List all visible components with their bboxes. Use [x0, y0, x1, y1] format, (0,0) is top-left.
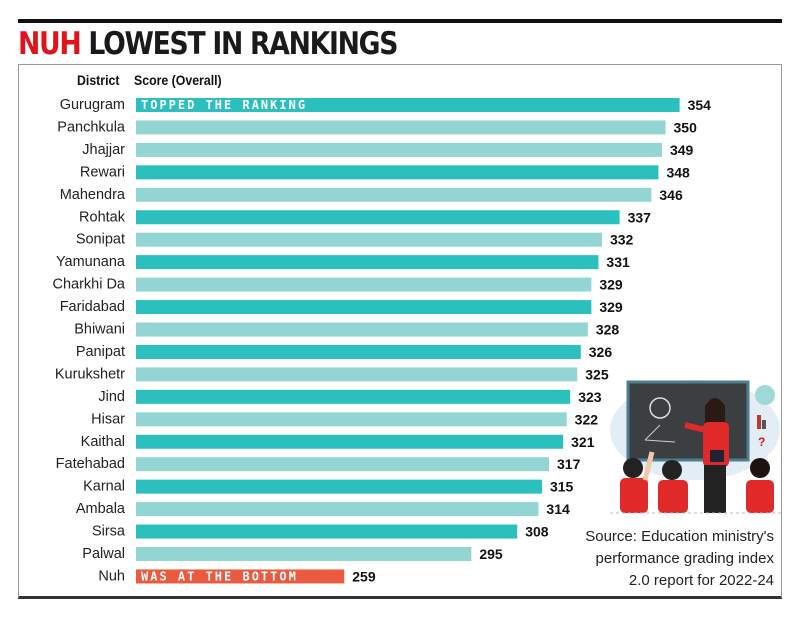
value-label: 348 — [666, 164, 690, 180]
bar — [136, 300, 592, 315]
district-label: Mahendra — [60, 187, 126, 203]
bar-annotation: WAS AT THE BOTTOM — [141, 569, 298, 583]
bar-annotation: TOPPED THE RANKING — [141, 98, 307, 112]
district-label: Palwal — [82, 546, 125, 562]
bar — [136, 434, 564, 449]
bar — [136, 232, 602, 247]
value-label: 308 — [525, 524, 549, 540]
value-label: 326 — [589, 344, 613, 360]
value-label: 354 — [688, 97, 712, 113]
bar — [136, 120, 666, 135]
title-highlight: NUH — [18, 26, 82, 62]
district-label: Bhiwani — [74, 322, 125, 338]
district-label: Hisar — [91, 411, 125, 427]
district-label: Charkhi Da — [52, 277, 125, 293]
value-label: 295 — [479, 546, 503, 562]
district-label: Karnal — [83, 479, 125, 495]
bar — [136, 367, 578, 382]
bar — [136, 322, 588, 337]
district-label: Nuh — [98, 568, 125, 584]
bar — [136, 412, 567, 427]
bar — [136, 547, 472, 561]
district-label: Gurugram — [60, 97, 125, 113]
bar — [136, 457, 550, 472]
district-label: Sirsa — [92, 524, 126, 540]
value-label: 322 — [575, 411, 599, 427]
district-label: Ambala — [76, 501, 126, 517]
value-label: 329 — [599, 299, 623, 315]
district-label: Kurukshetr — [55, 366, 125, 382]
value-label: 331 — [606, 254, 630, 270]
bar — [136, 344, 581, 359]
top-rule — [18, 19, 782, 23]
district-label: Fatehabad — [56, 456, 125, 472]
district-label: Jind — [98, 389, 125, 405]
value-label: 314 — [546, 501, 570, 517]
page-title: NUH LOWEST IN RANKINGS — [18, 26, 398, 62]
bar — [136, 479, 542, 494]
bar — [136, 389, 571, 404]
district-label: Jhajjar — [82, 142, 125, 158]
value-label: 259 — [352, 568, 376, 584]
bar — [136, 187, 652, 202]
district-label: Yamunana — [56, 254, 126, 270]
district-label: Faridabad — [60, 299, 125, 315]
source-note: Source: Education ministry's performance… — [585, 528, 774, 589]
value-label: 337 — [628, 209, 652, 225]
teacher-illustration: ? — [610, 380, 782, 514]
bar — [136, 165, 659, 180]
district-label: Rohtak — [79, 209, 126, 225]
svg-text:?: ? — [758, 435, 765, 449]
bar — [136, 502, 539, 517]
value-label: 332 — [610, 232, 634, 248]
score-header: Score (Overall) — [134, 72, 222, 88]
district-label: Panipat — [76, 344, 125, 360]
district-label: Panchkula — [57, 119, 126, 135]
bar — [136, 210, 620, 225]
bar — [136, 569, 345, 584]
value-label: 328 — [596, 322, 620, 338]
value-label: 350 — [674, 119, 698, 135]
value-label: 349 — [670, 142, 694, 158]
value-label: 323 — [578, 389, 602, 405]
value-label: 325 — [585, 366, 609, 382]
value-label: 317 — [557, 456, 581, 472]
title-rest: LOWEST IN RANKINGS — [88, 26, 398, 62]
value-label: 346 — [659, 187, 683, 203]
bar — [136, 277, 592, 292]
district-label: Sonipat — [76, 232, 125, 248]
value-label: 315 — [550, 479, 574, 495]
bar — [136, 142, 662, 157]
bar — [136, 98, 680, 112]
chart-frame — [18, 64, 782, 599]
value-label: 329 — [599, 277, 623, 293]
district-header: District — [77, 72, 120, 88]
value-label: 321 — [571, 434, 595, 450]
bar — [136, 255, 599, 270]
district-label: Rewari — [80, 164, 125, 180]
district-label: Kaithal — [81, 434, 125, 450]
bar — [136, 524, 518, 539]
